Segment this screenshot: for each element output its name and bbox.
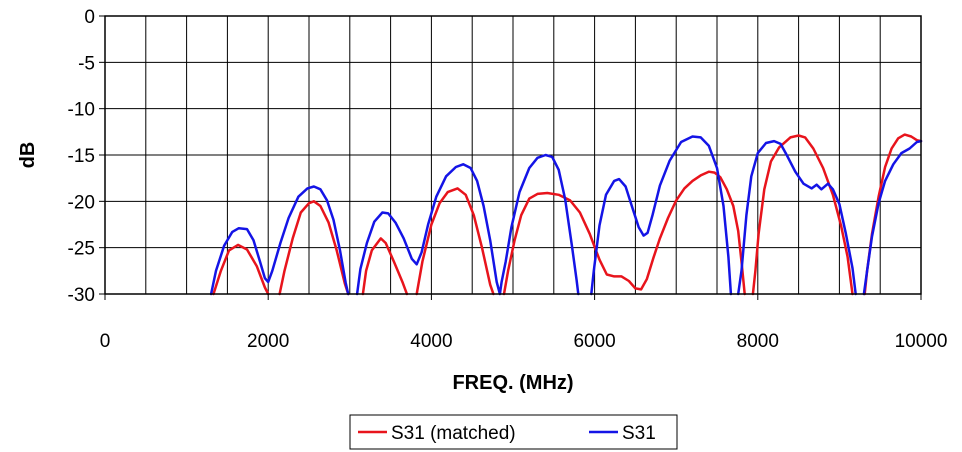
y-tick-label: -10 xyxy=(68,100,95,121)
y-tick-label: -25 xyxy=(68,239,95,260)
series-line xyxy=(863,133,923,296)
legend-label-s31: S31 xyxy=(622,423,656,444)
series-line xyxy=(212,243,270,296)
x-axis-title: FREQ. (MHz) xyxy=(452,372,573,394)
y-tick-label: -20 xyxy=(68,192,95,213)
x-axis: 0 2000 4000 6000 8000 10000 xyxy=(100,294,948,352)
legend: S31 (matched) S31 xyxy=(349,414,678,450)
series-line xyxy=(209,185,350,296)
series-line xyxy=(736,139,857,296)
legend-frame xyxy=(349,414,678,450)
series-line xyxy=(361,237,409,296)
x-tick-label: 10000 xyxy=(895,331,948,352)
x-tick-label: 6000 xyxy=(573,331,615,352)
legend-label-s31-matched: S31 (matched) xyxy=(391,423,516,444)
series-line xyxy=(415,187,495,296)
x-tick-label: 4000 xyxy=(410,331,452,352)
y-tick-label: -15 xyxy=(68,146,95,167)
y-axis: 0 -5 -10 -15 -20 -25 -30 xyxy=(68,7,105,306)
series-line xyxy=(278,200,350,296)
y-tick-label: -30 xyxy=(68,285,95,306)
grid xyxy=(105,16,921,294)
series-s31 xyxy=(209,135,923,296)
series-layer xyxy=(209,133,923,296)
series-line xyxy=(751,134,854,296)
x-tick-label: 0 xyxy=(100,331,111,352)
series-line xyxy=(590,135,733,296)
y-axis-title: dB xyxy=(17,142,39,169)
series-line xyxy=(355,153,580,296)
x-tick-label: 2000 xyxy=(247,331,289,352)
y-tick-label: -5 xyxy=(78,53,95,74)
series-line xyxy=(502,170,746,296)
x-tick-label: 8000 xyxy=(737,331,779,352)
y-tick-label: 0 xyxy=(84,7,95,28)
series-line xyxy=(862,139,923,296)
